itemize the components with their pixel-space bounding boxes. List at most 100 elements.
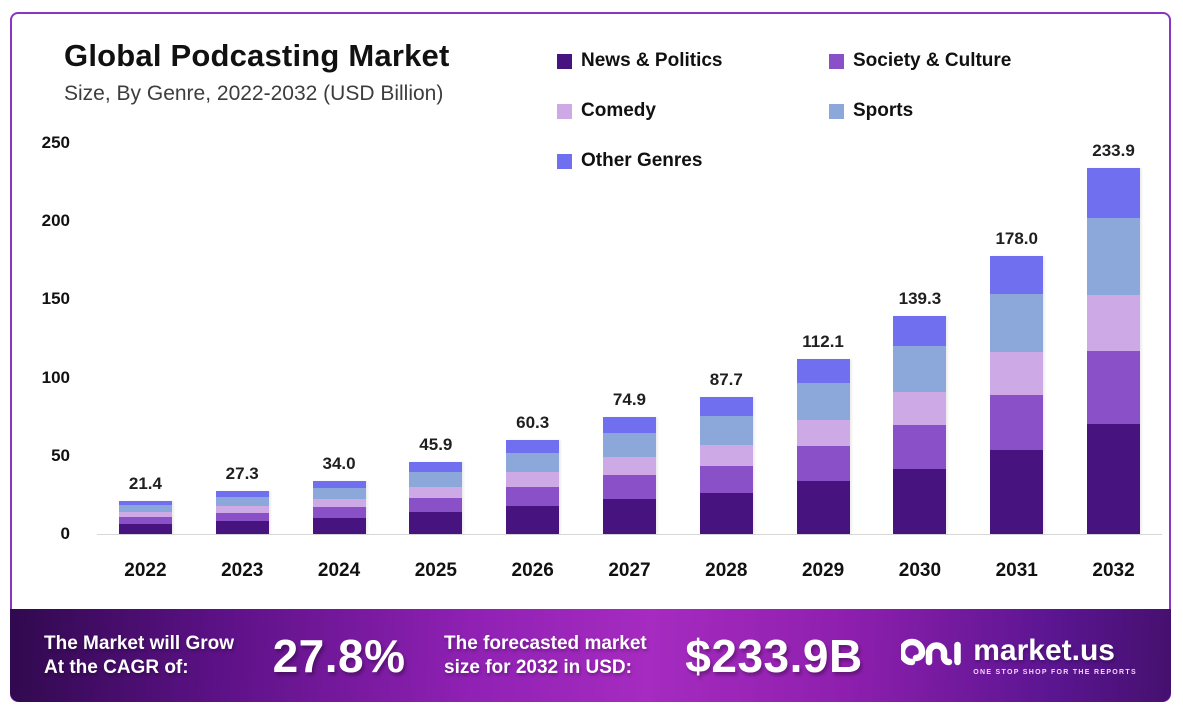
logo-tagline: ONE STOP SHOP FOR THE REPORTS xyxy=(973,668,1137,676)
bar-segment-society-culture xyxy=(312,507,366,519)
x-tick-label-2031: 2031 xyxy=(995,560,1038,581)
bar-segment-sports xyxy=(118,505,172,513)
y-tick-label: 200 xyxy=(41,211,70,231)
legend-label: Other Genres xyxy=(581,150,703,171)
bar-segment-sports xyxy=(893,345,947,392)
logo-text-wrap: market.us ONE STOP SHOP FOR THE REPORTS xyxy=(973,635,1137,676)
bar-segment-comedy xyxy=(506,472,560,487)
bar-group-2027: 74.9 xyxy=(581,143,678,534)
bar-value-label: 233.9 xyxy=(1092,141,1135,161)
x-tick-label-2032: 2032 xyxy=(1092,560,1135,581)
legend-item-sports: Sports xyxy=(829,100,1011,122)
bar-segment-news-politics xyxy=(215,521,269,534)
bar-segment-news-politics xyxy=(506,505,560,534)
legend: News & Politics Society & Culture Comedy Sp… xyxy=(557,36,1011,186)
bar-group-2022: 21.4 xyxy=(97,143,194,534)
bar-segment-sports xyxy=(602,432,656,458)
bar-value-label: 112.1 xyxy=(802,331,844,351)
bar-segment-society-culture xyxy=(699,465,753,493)
bar-2032 xyxy=(1087,168,1141,534)
y-tick-label: 100 xyxy=(41,367,70,387)
legend-swatch-icon xyxy=(829,53,844,69)
legend-label: Sports xyxy=(853,100,914,121)
bar-group-2026: 60.3 xyxy=(484,143,581,534)
bar-segment-comedy xyxy=(1087,295,1141,352)
bar-segment-comedy xyxy=(796,419,850,447)
bar-2028 xyxy=(699,397,753,534)
bar-segment-other-genres xyxy=(602,416,656,433)
bar-value-label: 74.9 xyxy=(612,389,647,409)
market-us-logo: market.us ONE STOP SHOP FOR THE REPORTS xyxy=(898,630,1137,681)
bar-segment-society-culture xyxy=(506,486,560,506)
bar-segment-comedy xyxy=(990,352,1044,395)
bar-segment-comedy xyxy=(699,444,753,466)
bar-segment-comedy xyxy=(602,457,656,476)
forecast-label: The forecasted market size for 2032 in U… xyxy=(444,632,647,680)
bar-segment-news-politics xyxy=(1087,424,1141,534)
bar-2031 xyxy=(990,255,1044,534)
legend-swatch-icon xyxy=(557,103,572,119)
bar-segment-news-politics xyxy=(893,468,947,534)
bar-segment-sports xyxy=(699,415,753,445)
bar-segment-sports xyxy=(312,488,366,500)
bar-value-label: 139.3 xyxy=(898,289,942,309)
bar-segment-other-genres xyxy=(1087,168,1141,219)
bar-segment-other-genres xyxy=(990,255,1044,294)
bar-segment-comedy xyxy=(409,487,463,499)
y-tick-label: 150 xyxy=(41,289,70,309)
cagr-label: The Market will Grow At the CAGR of: xyxy=(44,632,234,680)
bar-segment-society-culture xyxy=(990,394,1044,451)
bar-segment-other-genres xyxy=(409,462,463,473)
legend-label: Comedy xyxy=(581,100,656,121)
x-tick-label-2026: 2026 xyxy=(511,560,554,581)
legend-item-comedy: Comedy xyxy=(557,100,829,122)
cagr-label-line1: The Market will Grow xyxy=(44,632,235,654)
bar-2029 xyxy=(796,358,850,534)
bar-segment-other-genres xyxy=(118,500,172,506)
bar-2024 xyxy=(312,480,366,534)
bar-value-label: 45.9 xyxy=(419,435,453,455)
x-tick-label-2029: 2029 xyxy=(801,560,845,581)
x-axis: 2022 2023 2024 2025 2026 2027 2028 2029 2030 2031… xyxy=(97,560,1162,582)
bar-segment-society-culture xyxy=(1087,351,1141,425)
bar-value-label: 34.0 xyxy=(322,453,356,473)
cagr-value: 27.8% xyxy=(272,629,406,682)
legend-label: News & Politics xyxy=(581,50,723,71)
bar-segment-news-politics xyxy=(699,492,753,534)
bar-value-label: 178.0 xyxy=(995,228,1038,248)
y-tick-label: 250 xyxy=(41,133,70,152)
bar-group-2029: 112.1 xyxy=(775,143,872,534)
x-tick-label-2022: 2022 xyxy=(124,560,167,581)
bar-segment-comedy xyxy=(118,512,172,518)
plot-area: 21.4 27.3 34.0 45.9 60.3 74.9 87.7 112.1 139.3 17… xyxy=(97,141,1162,535)
bar-group-2024: 34.0 xyxy=(291,143,388,534)
bar-segment-sports xyxy=(990,293,1044,353)
bar-value-label: 27.3 xyxy=(225,464,259,484)
bar-segment-news-politics xyxy=(118,524,172,534)
x-tick-label-2024: 2024 xyxy=(317,560,361,581)
bar-2026 xyxy=(506,439,560,534)
bar-segment-other-genres xyxy=(312,480,366,489)
x-tick-label-2028: 2028 xyxy=(705,560,748,581)
page-subtitle: Size, By Genre, 2022-2032 (USD Billion) xyxy=(64,82,444,105)
bar-segment-news-politics xyxy=(796,481,850,534)
bar-segment-society-culture xyxy=(893,425,947,469)
bar-segment-other-genres xyxy=(506,439,560,453)
legend-swatch-icon xyxy=(829,103,844,119)
bar-2030 xyxy=(893,316,947,534)
bar-segment-comedy xyxy=(215,506,269,513)
bar-segment-society-culture xyxy=(409,498,463,513)
bar-segment-comedy xyxy=(312,499,366,508)
forecast-value: $233.9B xyxy=(685,629,863,682)
x-tick-label-2030: 2030 xyxy=(898,560,942,581)
x-tick-label-2027: 2027 xyxy=(608,560,651,581)
bar-segment-comedy xyxy=(893,391,947,425)
bar-segment-society-culture xyxy=(215,512,269,522)
page-title: Global Podcasting Market xyxy=(64,38,450,73)
x-tick-label-2023: 2023 xyxy=(221,560,264,581)
legend-item-other-genres: Other Genres xyxy=(557,150,829,172)
bar-group-2028: 87.7 xyxy=(678,143,775,534)
chart-card: Global Podcasting Market Size, By Genre,… xyxy=(10,12,1171,702)
bar-segment-society-culture xyxy=(118,517,172,524)
bar-segment-sports xyxy=(796,382,850,420)
